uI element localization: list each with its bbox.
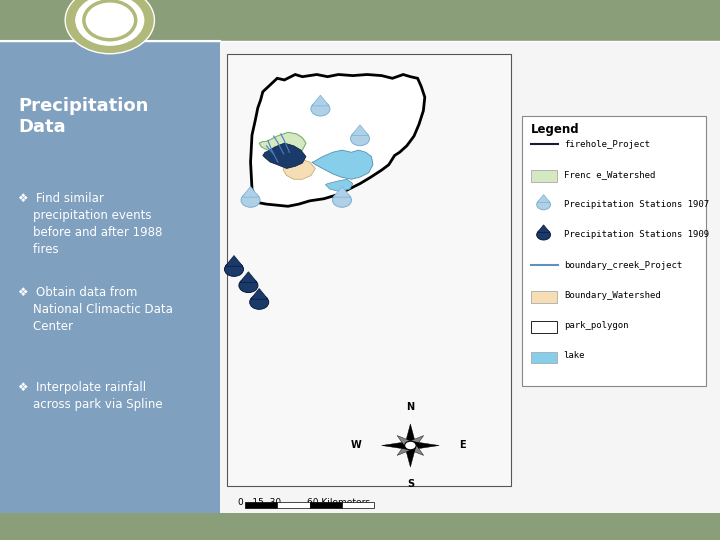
Text: Legend: Legend	[531, 123, 580, 136]
Polygon shape	[283, 159, 315, 179]
Polygon shape	[251, 288, 268, 299]
Polygon shape	[537, 194, 550, 202]
Text: boundary_creek_Project: boundary_creek_Project	[564, 261, 682, 269]
Circle shape	[536, 199, 551, 210]
Polygon shape	[406, 436, 423, 449]
Bar	[277, 502, 310, 508]
Circle shape	[73, 0, 145, 47]
Circle shape	[65, 0, 154, 54]
Text: N: N	[406, 402, 415, 412]
Text: Frenc e_Watershed: Frenc e_Watershed	[564, 170, 655, 179]
Bar	[0, 513, 720, 540]
Polygon shape	[312, 95, 329, 106]
Circle shape	[225, 262, 243, 276]
Text: Precipitation
Data: Precipitation Data	[18, 97, 148, 136]
Polygon shape	[312, 150, 373, 179]
Bar	[245, 502, 277, 508]
Bar	[531, 352, 557, 363]
Circle shape	[333, 193, 351, 207]
Text: ❖  Interpolate rainfall
    across park via Spline: ❖ Interpolate rainfall across park via S…	[18, 381, 163, 411]
Text: firehole_Project: firehole_Project	[564, 140, 649, 149]
Bar	[310, 502, 342, 508]
Polygon shape	[537, 225, 550, 233]
Text: ❖  Find similar
    precipitation events
    before and after 1988
    fires: ❖ Find similar precipitation events befo…	[18, 192, 163, 256]
Polygon shape	[405, 424, 416, 446]
Polygon shape	[397, 442, 415, 455]
Polygon shape	[333, 186, 351, 197]
Bar	[531, 291, 557, 303]
Text: S: S	[407, 479, 414, 489]
Text: W: W	[351, 441, 361, 450]
Polygon shape	[410, 441, 439, 450]
Circle shape	[311, 102, 330, 116]
Polygon shape	[325, 179, 353, 192]
Bar	[531, 170, 557, 182]
Text: lake: lake	[564, 352, 585, 360]
Text: Precipitation Stations 1909: Precipitation Stations 1909	[564, 231, 709, 239]
Circle shape	[84, 1, 135, 40]
Text: Boundary_Watershed: Boundary_Watershed	[564, 291, 660, 300]
Circle shape	[250, 295, 269, 309]
Polygon shape	[225, 255, 243, 266]
Polygon shape	[240, 272, 257, 282]
Polygon shape	[242, 186, 259, 197]
Text: E: E	[459, 441, 466, 450]
Text: park_polygon: park_polygon	[564, 321, 629, 330]
Polygon shape	[397, 436, 415, 449]
Polygon shape	[382, 441, 410, 450]
Polygon shape	[406, 442, 423, 455]
Polygon shape	[263, 143, 306, 168]
Polygon shape	[259, 132, 306, 156]
Bar	[0, 0, 720, 40]
Bar	[342, 502, 374, 508]
Text: Precipitation Stations 1907: Precipitation Stations 1907	[564, 200, 709, 209]
Bar	[531, 321, 557, 333]
Text: 0   15  30         60 Kilometers: 0 15 30 60 Kilometers	[238, 498, 369, 507]
Circle shape	[536, 230, 551, 240]
Polygon shape	[351, 125, 369, 136]
Bar	[227, 54, 511, 486]
Circle shape	[405, 441, 416, 450]
Circle shape	[239, 278, 258, 293]
Polygon shape	[405, 446, 416, 467]
Polygon shape	[251, 75, 425, 206]
Circle shape	[241, 193, 260, 207]
Circle shape	[351, 131, 369, 146]
Bar	[0, 40, 220, 513]
Bar	[522, 116, 706, 386]
Text: ❖  Obtain data from
    National Climactic Data
    Center: ❖ Obtain data from National Climactic Da…	[18, 286, 173, 333]
